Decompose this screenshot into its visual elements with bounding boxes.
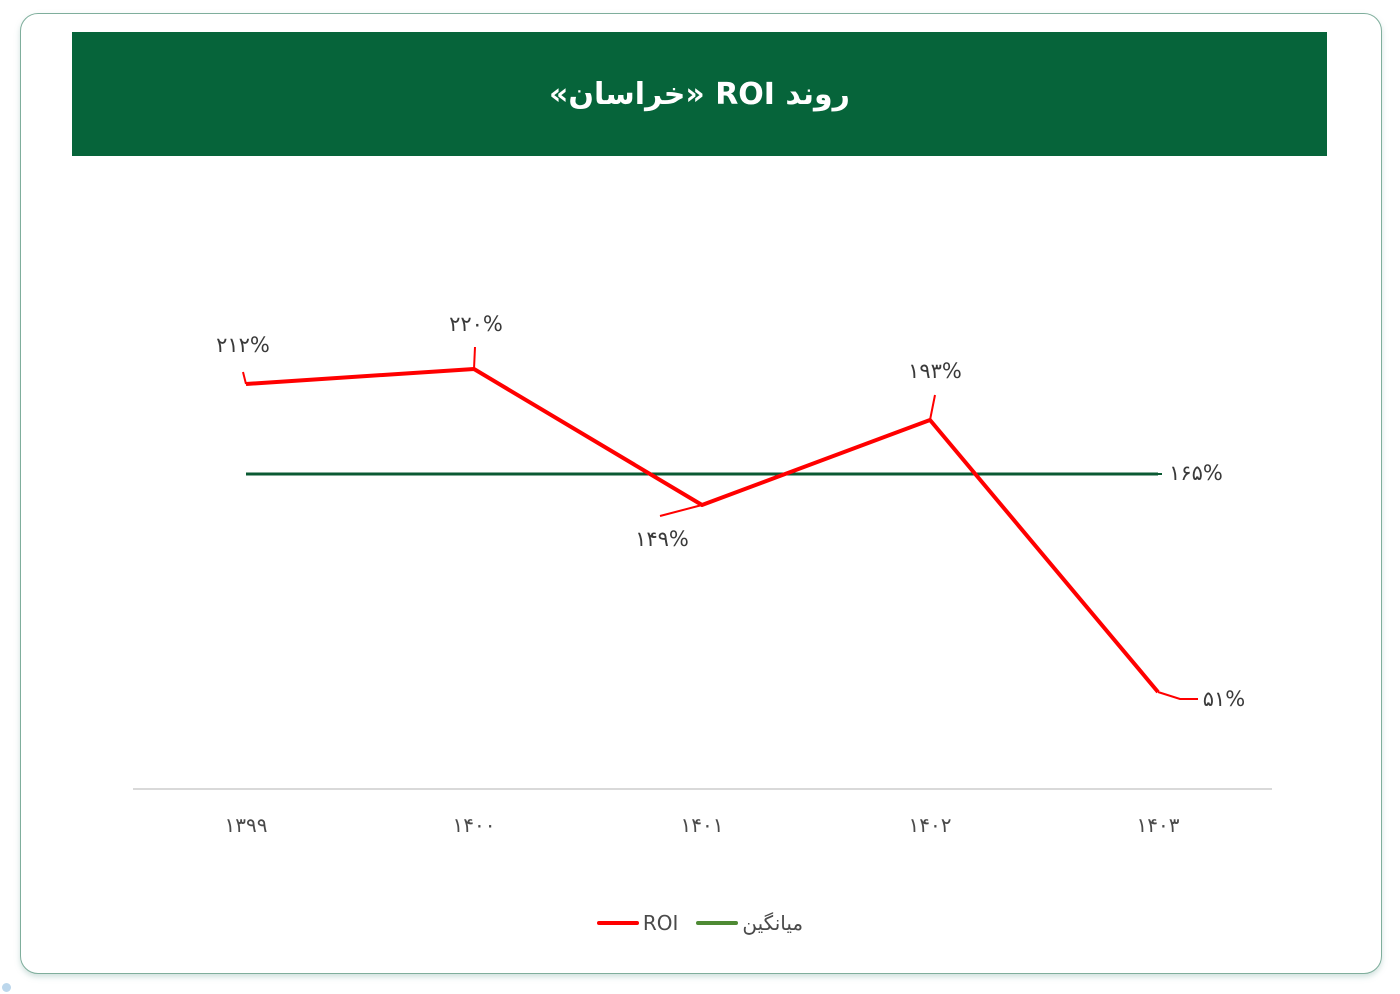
- label-leader-lines: [242, 346, 1198, 700]
- legend-item-roi[interactable]: ROI: [596, 911, 679, 935]
- data-label-1401: ۱۴۹%: [635, 527, 689, 551]
- x-tick-1403: ۱۴۰۳: [1137, 813, 1180, 837]
- legend-label-roi: ROI: [642, 911, 679, 935]
- chart-header: روند ROI «خراسان»: [72, 32, 1327, 156]
- chart-card: [20, 13, 1382, 974]
- data-label-1403: ۵۱%: [1203, 687, 1246, 711]
- legend-label-average: میانگین: [742, 911, 804, 935]
- x-tick-1400: ۱۴۰۰: [453, 813, 496, 837]
- x-tick-1401: ۱۴۰۱: [681, 813, 724, 837]
- corner-indicator-icon: [2, 983, 11, 992]
- data-label-1400: ۲۲۰%: [449, 312, 503, 336]
- data-label-1402: ۱۹۳%: [908, 359, 962, 383]
- x-tick-1402: ۱۴۰۲: [909, 813, 952, 837]
- legend-item-average[interactable]: میانگین: [696, 911, 803, 935]
- average-label: ۱۶۵%: [1169, 461, 1223, 485]
- data-label-1399: ۲۱۲%: [216, 333, 270, 357]
- chart-legend: ROI میانگین: [0, 906, 1400, 940]
- roi-swatch-icon: [596, 921, 639, 925]
- roi-line: [245, 367, 1160, 694]
- chart-title: روند ROI «خراسان»: [549, 76, 850, 112]
- average-swatch-icon: [696, 921, 739, 925]
- x-tick-1399: ۱۳۹۹: [225, 813, 268, 837]
